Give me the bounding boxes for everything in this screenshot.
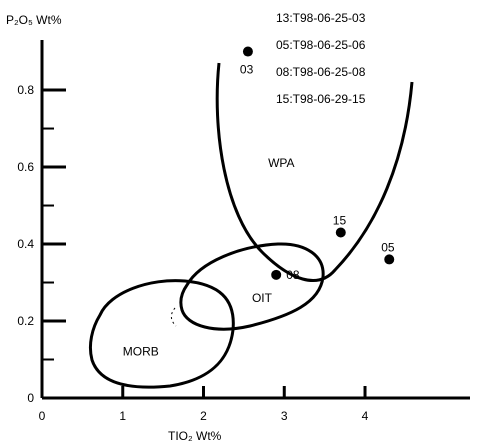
point-15: [335, 227, 346, 238]
point-03: [242, 46, 253, 57]
field-label-wpa: WPA: [268, 156, 294, 170]
point-08: [271, 269, 282, 280]
x-tick-label-4: 4: [362, 409, 369, 423]
field-label-morb: MORB: [123, 345, 159, 359]
points: 03 08 15 05: [240, 46, 395, 282]
morb-inner-dash: [170, 307, 177, 327]
x-axis-label: TIO₂ Wt%: [168, 429, 222, 443]
field-label-oit: OIT: [252, 291, 273, 305]
fields: [88, 62, 414, 389]
axes: [40, 40, 470, 400]
oit-field-boundary: [179, 242, 325, 331]
legend-entry-13: 13:T98-06-25-03: [276, 11, 366, 25]
legend: 13:T98-06-25-03 05:T98-06-25-06 08:T98-0…: [276, 11, 366, 106]
y-axis-label: P₂O₅ Wt%: [6, 13, 62, 27]
ticks: 0 1 2 3 4 0 0.2 0.4 0.6 0.8: [17, 83, 368, 423]
y-tick-label-0.2: 0.2: [17, 314, 34, 328]
y-tick-label-0: 0: [27, 391, 34, 405]
point-05: [384, 254, 395, 265]
point-label-08: 08: [286, 268, 300, 282]
point-label-15: 15: [333, 213, 347, 227]
y-tick-label-0.8: 0.8: [17, 83, 34, 97]
morb-field-boundary: [88, 279, 235, 389]
y-tick-label-0.4: 0.4: [17, 237, 34, 251]
point-label-03: 03: [240, 63, 254, 77]
point-label-05: 05: [381, 240, 395, 254]
legend-entry-08: 08:T98-06-25-08: [276, 65, 366, 79]
x-tick-label-0: 0: [39, 409, 46, 423]
legend-entry-05: 05:T98-06-25-06: [276, 38, 366, 52]
x-tick-label-1: 1: [119, 409, 126, 423]
x-tick-label-3: 3: [281, 409, 288, 423]
wpa-field-boundary: [215, 62, 414, 282]
y-tick-label-0.6: 0.6: [17, 160, 34, 174]
field-labels: WPA OIT MORB: [123, 156, 295, 359]
legend-entry-15: 15:T98-06-29-15: [276, 92, 366, 106]
x-tick-label-2: 2: [200, 409, 207, 423]
